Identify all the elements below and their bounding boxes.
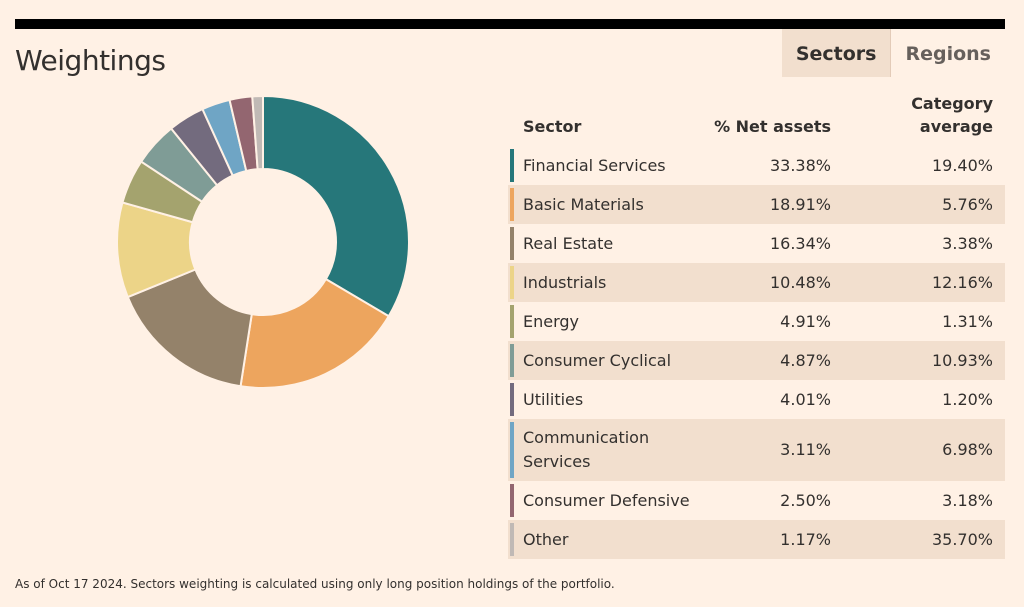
- category-average-value: 3.38%: [942, 233, 993, 253]
- category-average-value: 12.16%: [843, 263, 1005, 302]
- table-row: Consumer Cyclical 4.87% 10.93%: [508, 341, 1005, 380]
- sector-name: Real Estate: [508, 224, 711, 263]
- sector-label: Other: [523, 529, 569, 549]
- sector-color-swatch: [510, 383, 514, 416]
- sector-name: Financial Services: [508, 146, 711, 185]
- donut-chart: [116, 94, 410, 389]
- sector-name: Utilities: [508, 380, 711, 419]
- tab-sectors[interactable]: Sectors: [781, 29, 892, 77]
- tab-group: Sectors Regions: [781, 29, 1005, 77]
- sector-color-swatch: [510, 149, 514, 182]
- net-assets-value: 2.50%: [780, 490, 831, 510]
- table-row: Industrials 10.48% 12.16%: [508, 263, 1005, 302]
- sector-label: Utilities: [523, 389, 584, 409]
- sector-name: Consumer Defensive: [508, 481, 711, 520]
- net-assets-value: 3.11%: [711, 419, 843, 481]
- net-assets-value: 1.17%: [711, 520, 843, 559]
- sector-name: Industrials: [508, 263, 711, 302]
- category-average-value: 1.31%: [942, 311, 993, 331]
- top-rule: [15, 19, 1005, 29]
- table-row: Communication Services 3.11% 6.98%: [508, 419, 1005, 481]
- category-average-value: 35.70%: [843, 520, 1005, 559]
- header-category-average: Category average: [911, 94, 993, 136]
- net-assets-value: 4.01%: [780, 389, 831, 409]
- sector-label: Real Estate: [523, 233, 614, 253]
- sector-color-swatch: [510, 523, 514, 556]
- table-row: Energy 4.91% 1.31%: [508, 302, 1005, 341]
- sector-name: Basic Materials: [508, 185, 711, 224]
- table-row: Consumer Defensive 2.50% 3.18%: [508, 481, 1005, 520]
- sector-color-swatch: [510, 266, 514, 299]
- category-average-value: 6.98%: [843, 419, 1005, 481]
- net-assets-value: 10.48%: [711, 263, 843, 302]
- donut-slice-other: [251, 94, 264, 171]
- sector-label: Financial Services: [523, 155, 666, 175]
- page-title: Weightings: [15, 44, 166, 77]
- footnote: As of Oct 17 2024. Sectors weighting is …: [15, 577, 615, 591]
- sector-name: Communication Services: [508, 419, 711, 481]
- sector-label: Industrials: [523, 272, 607, 292]
- sector-label: Energy: [523, 311, 580, 331]
- table-row: Utilities 4.01% 1.20%: [508, 380, 1005, 419]
- category-average-value: 10.93%: [843, 341, 1005, 380]
- donut-slice-basic-materials: [239, 277, 391, 389]
- category-average-value: 1.20%: [942, 389, 993, 409]
- net-assets-value: 16.34%: [769, 233, 831, 253]
- category-average-value: 3.18%: [942, 490, 993, 510]
- sector-label: Consumer Cyclical: [523, 350, 672, 370]
- net-assets-value: 33.38%: [769, 155, 831, 175]
- sector-label: Consumer Defensive: [523, 490, 690, 510]
- tab-regions[interactable]: Regions: [905, 43, 991, 65]
- net-assets-value: 18.91%: [711, 185, 843, 224]
- sector-label: Basic Materials: [523, 194, 644, 214]
- net-assets-value: 4.87%: [711, 341, 843, 380]
- sector-name: Energy: [508, 302, 711, 341]
- table-row: Financial Services 33.38% 19.40%: [508, 146, 1005, 185]
- sector-color-swatch: [510, 188, 514, 221]
- sector-color-swatch: [510, 484, 514, 517]
- net-assets-value: 4.91%: [780, 311, 831, 331]
- category-average-value: 19.40%: [931, 155, 993, 175]
- table-row: Basic Materials 18.91% 5.76%: [508, 185, 1005, 224]
- sector-name: Other: [508, 520, 711, 559]
- sector-color-swatch: [510, 344, 514, 377]
- table-row: Real Estate 16.34% 3.38%: [508, 224, 1005, 263]
- sector-color-swatch: [510, 227, 514, 260]
- header-sector: Sector: [523, 117, 582, 136]
- sector-table: Sector % Net assets Category average Fin…: [508, 92, 1005, 559]
- sector-name: Consumer Cyclical: [508, 341, 711, 380]
- sector-color-swatch: [510, 422, 514, 478]
- category-average-value: 5.76%: [843, 185, 1005, 224]
- table-row: Other 1.17% 35.70%: [508, 520, 1005, 559]
- header-net-assets: % Net assets: [714, 117, 831, 136]
- sector-color-swatch: [510, 305, 514, 338]
- sector-label: Communication Services: [523, 428, 650, 471]
- donut-slice-financial-services: [262, 94, 410, 318]
